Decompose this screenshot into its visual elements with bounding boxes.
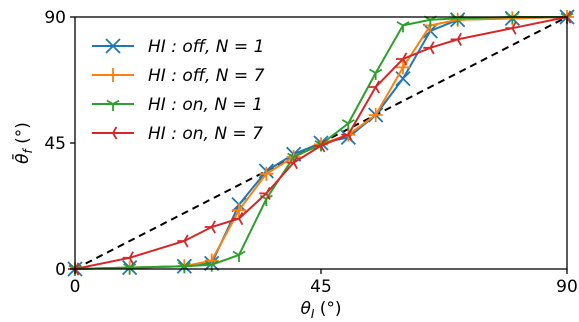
legend-entry-3: HI : on, N = 1 <box>92 95 263 115</box>
x-tick-label: 45 <box>310 277 332 297</box>
series-3-point <box>341 119 355 131</box>
series-3-point <box>369 68 383 80</box>
x-tick-label: 90 <box>556 277 578 297</box>
series-4-point <box>232 212 244 226</box>
legend: HI : off, N = 1 HI : off, N = 7 HI : on, N… <box>92 37 265 144</box>
series-4 <box>68 10 572 276</box>
axes: 0 45 90 0 45 90 θI (°) θ̄f (°) <box>11 8 578 321</box>
series-2-point <box>396 60 410 75</box>
y-axis-label: θ̄f (°) <box>11 122 35 164</box>
y-tick-label: 90 <box>44 8 66 28</box>
x-axis-label: θI (°) <box>300 299 341 321</box>
series-2-point <box>232 203 246 218</box>
legend-label: HI : off, N = 7 <box>148 66 265 86</box>
series-4-point <box>122 251 134 265</box>
y-tick-label: 45 <box>44 134 66 154</box>
legend-marker <box>106 126 118 140</box>
legend-label: HI : on, N = 1 <box>148 95 263 115</box>
series-4-point <box>314 139 326 153</box>
legend-marker <box>106 68 120 82</box>
legend-entry-2: HI : off, N = 7 <box>92 66 265 86</box>
series-4-point <box>204 220 216 234</box>
legend-entry-1: HI : off, N = 1 <box>92 37 264 57</box>
series-4-point <box>259 186 271 200</box>
series-4-point <box>423 41 435 55</box>
series-3-point <box>396 21 410 33</box>
legend-marker <box>105 38 121 54</box>
legend-marker <box>106 99 120 111</box>
series-4-point <box>450 32 462 46</box>
y-tick-label: 0 <box>55 260 66 280</box>
series-layer <box>67 9 575 277</box>
series-2-point <box>259 166 274 181</box>
legend-label: HI : on, N = 7 <box>148 124 263 144</box>
series-4-point <box>177 234 189 248</box>
series-3-point <box>205 260 219 272</box>
series-4-point <box>505 21 517 35</box>
x-tick-label: 0 <box>70 277 81 297</box>
legend-label: HI : off, N = 1 <box>148 37 264 57</box>
series-4-point <box>396 52 408 66</box>
series-2 <box>68 10 574 276</box>
series-4-point <box>341 128 353 142</box>
series-3-point <box>232 250 246 262</box>
series-3-point <box>177 261 191 274</box>
series-4-point <box>286 156 298 170</box>
legend-entry-4: HI : on, N = 7 <box>92 124 263 144</box>
series-4-point <box>368 80 380 94</box>
series-2-point <box>368 108 383 122</box>
